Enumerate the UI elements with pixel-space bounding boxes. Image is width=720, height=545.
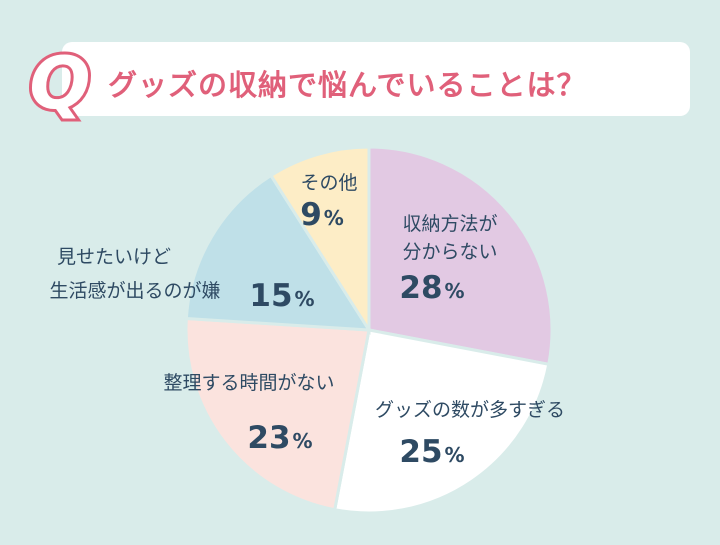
slice-value-label: 15% — [249, 278, 314, 314]
pie-slice — [332, 328, 551, 515]
slice-label: 整理する時間がない — [163, 372, 334, 394]
slice-unit: % — [445, 279, 465, 303]
slice-unit: % — [445, 443, 465, 467]
title-banner — [62, 42, 690, 116]
slice-value: 9 — [300, 197, 322, 233]
slice-label: 分からない — [402, 241, 497, 263]
slice-unit: % — [293, 429, 313, 453]
pie-slice — [184, 173, 372, 332]
q-badge-icon: Q — [26, 38, 93, 128]
slice-value-label: 23% — [247, 420, 312, 456]
pie-slice — [268, 145, 371, 336]
pie-slice — [184, 316, 371, 512]
slice-value-label: 25% — [399, 434, 464, 470]
slice-label: グッズの数が多すぎる — [375, 399, 565, 421]
slice-label: 生活感が出るのが嫌 — [49, 280, 220, 302]
slice-unit: % — [295, 287, 315, 311]
slice-value-label: 9% — [300, 197, 344, 233]
slice-label: 収納方法が — [402, 213, 497, 235]
q-badge-letter: Q — [29, 41, 90, 125]
pie-slice — [367, 145, 554, 367]
slice-value: 15 — [249, 278, 292, 314]
chart-title: グッズの収納で悩んでいることは？ — [108, 68, 587, 102]
slice-value: 25 — [399, 434, 442, 470]
slice-value: 28 — [399, 270, 442, 306]
slice-value: 23 — [247, 420, 290, 456]
slice-label: その他 — [300, 172, 357, 194]
slice-unit: % — [324, 206, 344, 230]
slice-label: 見せたいけど — [57, 246, 171, 268]
slice-value-label: 28% — [399, 270, 464, 306]
